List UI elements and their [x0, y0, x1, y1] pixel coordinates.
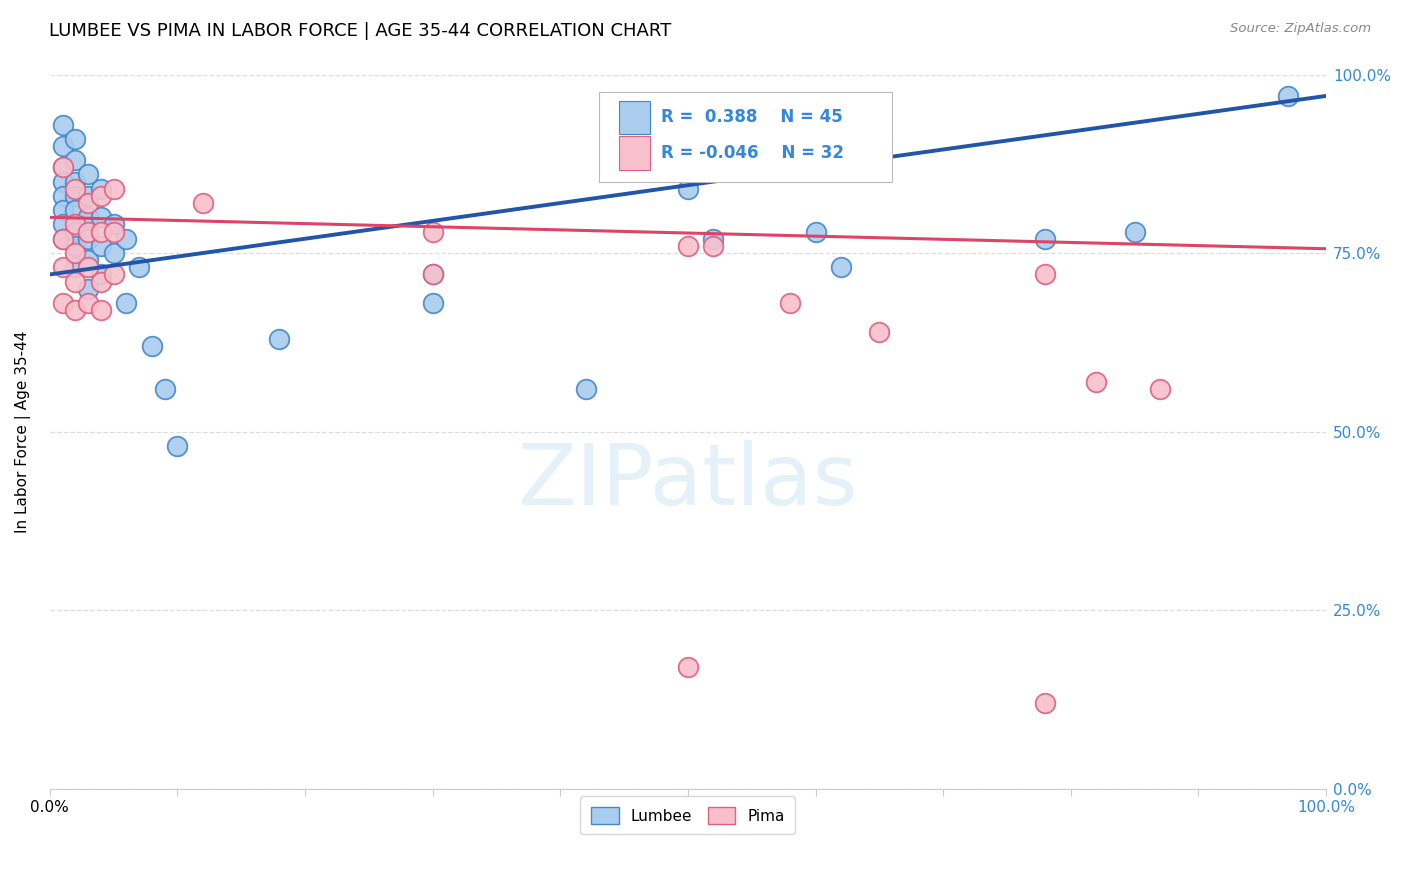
Point	[1277, 89, 1299, 103]
Point	[103, 246, 125, 260]
Point	[65, 239, 87, 253]
Point	[65, 182, 87, 196]
Point	[1085, 375, 1108, 389]
Point	[153, 382, 176, 396]
Point	[77, 196, 100, 211]
Point	[65, 132, 87, 146]
Point	[575, 382, 598, 396]
FancyBboxPatch shape	[619, 136, 650, 169]
Text: R = -0.046    N = 32: R = -0.046 N = 32	[661, 145, 844, 162]
Point	[51, 189, 73, 203]
Point	[51, 232, 73, 246]
Point	[779, 296, 801, 310]
FancyBboxPatch shape	[619, 101, 650, 134]
Point	[51, 161, 73, 175]
Point	[702, 232, 724, 246]
Text: R =  0.388    N = 45: R = 0.388 N = 45	[661, 108, 842, 127]
Point	[77, 189, 100, 203]
Point	[77, 168, 100, 182]
Point	[128, 260, 150, 275]
Point	[90, 189, 112, 203]
Point	[804, 225, 827, 239]
Point	[65, 153, 87, 168]
Point	[90, 275, 112, 289]
Point	[51, 175, 73, 189]
Point	[868, 325, 890, 339]
Point	[422, 268, 444, 282]
Point	[191, 196, 214, 211]
FancyBboxPatch shape	[599, 93, 893, 182]
Point	[676, 239, 699, 253]
Text: LUMBEE VS PIMA IN LABOR FORCE | AGE 35-44 CORRELATION CHART: LUMBEE VS PIMA IN LABOR FORCE | AGE 35-4…	[49, 22, 672, 40]
Point	[702, 239, 724, 253]
Point	[65, 203, 87, 218]
Point	[1033, 232, 1056, 246]
Point	[51, 161, 73, 175]
Point	[65, 260, 87, 275]
Point	[103, 268, 125, 282]
Point	[141, 339, 163, 353]
Point	[90, 225, 112, 239]
Point	[1149, 382, 1171, 396]
Point	[51, 203, 73, 218]
Point	[103, 225, 125, 239]
Point	[77, 225, 100, 239]
Point	[65, 189, 87, 203]
Point	[90, 303, 112, 318]
Point	[77, 232, 100, 246]
Point	[1123, 225, 1146, 239]
Point	[115, 232, 138, 246]
Point	[77, 260, 100, 275]
Point	[90, 268, 112, 282]
Point	[65, 303, 87, 318]
Point	[1033, 268, 1056, 282]
Point	[65, 275, 87, 289]
Point	[77, 253, 100, 268]
Point	[103, 182, 125, 196]
Point	[51, 218, 73, 232]
Text: Source: ZipAtlas.com: Source: ZipAtlas.com	[1230, 22, 1371, 36]
Point	[51, 139, 73, 153]
Point	[1033, 696, 1056, 710]
Y-axis label: In Labor Force | Age 35-44: In Labor Force | Age 35-44	[15, 330, 31, 533]
Point	[422, 225, 444, 239]
Point	[51, 260, 73, 275]
Point	[90, 239, 112, 253]
Point	[115, 296, 138, 310]
Point	[676, 182, 699, 196]
Point	[676, 660, 699, 674]
Point	[422, 296, 444, 310]
Point	[103, 218, 125, 232]
Point	[830, 260, 852, 275]
Point	[166, 439, 188, 453]
Point	[77, 296, 100, 310]
Point	[51, 118, 73, 132]
Legend: Lumbee, Pima: Lumbee, Pima	[581, 797, 796, 834]
Point	[65, 225, 87, 239]
Point	[65, 218, 87, 232]
Point	[65, 175, 87, 189]
Point	[77, 211, 100, 225]
Point	[65, 246, 87, 260]
Point	[269, 332, 291, 346]
Point	[51, 296, 73, 310]
Point	[422, 268, 444, 282]
Point	[90, 182, 112, 196]
Text: ZIPatlas: ZIPatlas	[517, 440, 858, 523]
Point	[51, 232, 73, 246]
Point	[77, 282, 100, 296]
Point	[90, 211, 112, 225]
